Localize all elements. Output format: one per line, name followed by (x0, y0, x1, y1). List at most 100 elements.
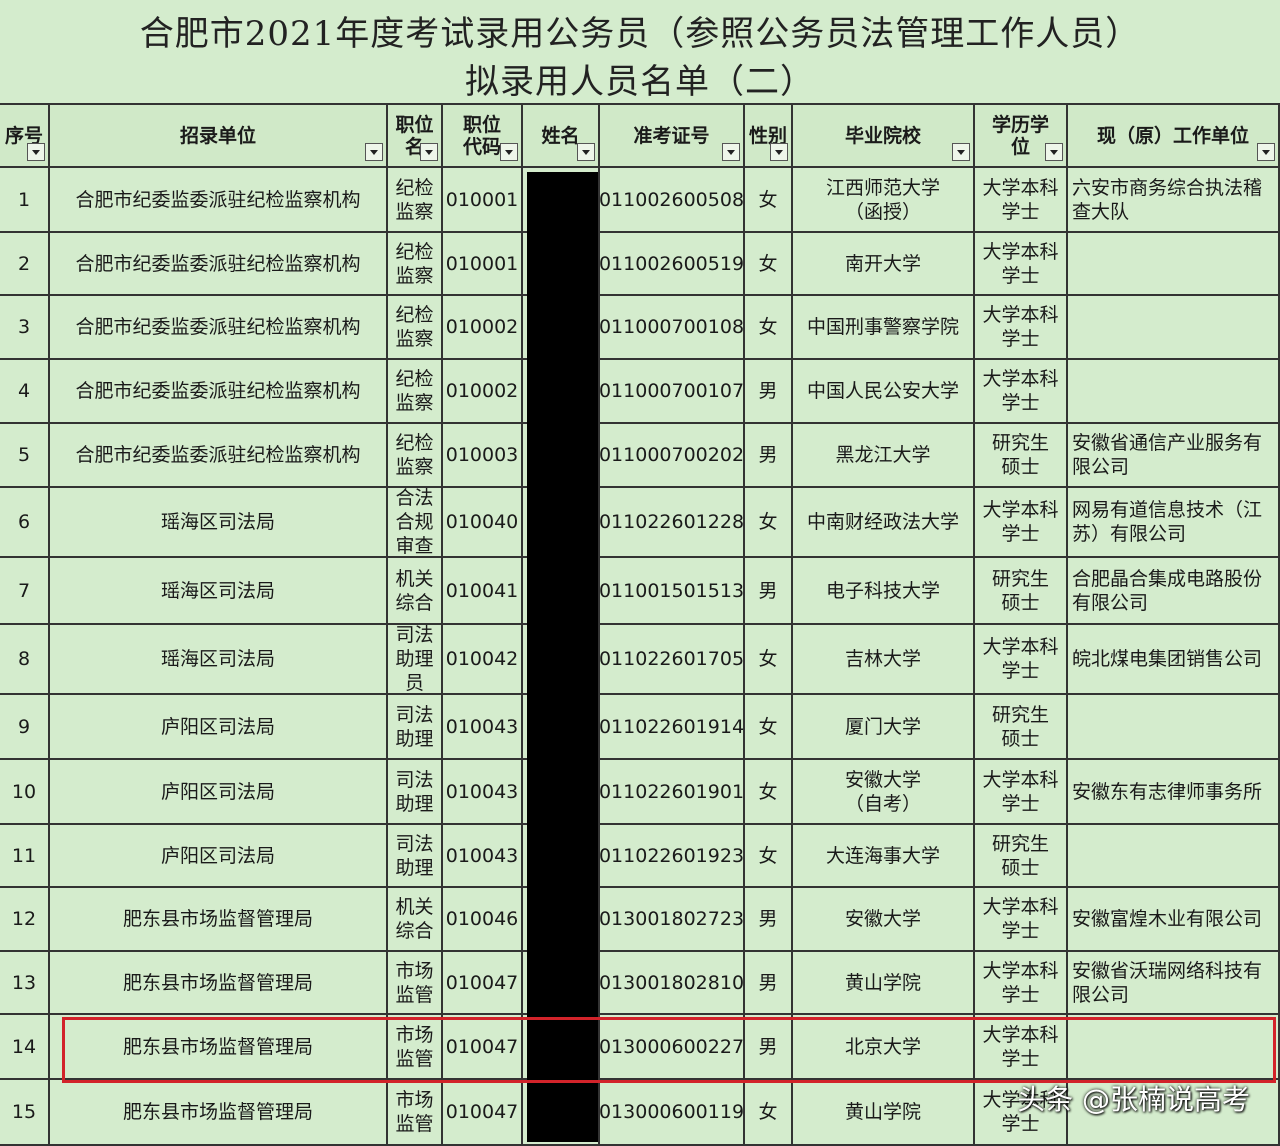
cell-code: 010043 (443, 825, 523, 888)
cell-gender: 女 (745, 233, 793, 296)
cell-post: 纪检 监察 (388, 233, 443, 296)
column-header[interactable]: 学历学 位 (975, 105, 1068, 168)
cell-degree: 研究生 硕士 (975, 695, 1068, 760)
cell-employer (1068, 1015, 1280, 1080)
cell-employer: 皖北煤电集团销售公司 (1068, 625, 1280, 695)
cell-post: 市场 监管 (388, 1080, 443, 1146)
column-header[interactable]: 序号 (0, 105, 50, 168)
title-line: 拟录用人员名单（二） (465, 62, 815, 102)
cell-degree: 大学本科 学士 (975, 760, 1068, 825)
cell-no: 10 (0, 760, 50, 825)
cell-gender: 男 (745, 558, 793, 625)
cell-school: 厦门大学 (793, 695, 975, 760)
cell-degree: 研究生 硕士 (975, 825, 1068, 888)
cell-school: 大连海事大学 (793, 825, 975, 888)
cell-exam-no: 011000700108 (600, 296, 745, 360)
cell-unit: 瑶海区司法局 (50, 558, 388, 625)
cell-school: 中国人民公安大学 (793, 360, 975, 424)
cell-unit: 合肥市纪委监委派驻纪检监察机构 (50, 424, 388, 488)
cell-unit: 肥东县市场监督管理局 (50, 952, 388, 1015)
cell-post: 司法 助理 (388, 760, 443, 825)
cell-gender: 女 (745, 695, 793, 760)
cell-gender: 男 (745, 1015, 793, 1080)
cell-exam-no: 011022601228 (600, 488, 745, 558)
cell-no: 11 (0, 825, 50, 888)
cell-no: 1 (0, 168, 50, 233)
cell-exam-no: 011002600519 (600, 233, 745, 296)
cell-gender: 男 (745, 360, 793, 424)
cell-no: 7 (0, 558, 50, 625)
cell-unit: 肥东县市场监督管理局 (50, 888, 388, 952)
cell-exam-no: 011022601923 (600, 825, 745, 888)
cell-school: 中南财经政法大学 (793, 488, 975, 558)
cell-school: 安徽大学 (793, 888, 975, 952)
cell-code: 010001 (443, 233, 523, 296)
cell-gender: 女 (745, 488, 793, 558)
cell-exam-no: 011001501513 (600, 558, 745, 625)
cell-employer: 安徽富煌木业有限公司 (1068, 888, 1280, 952)
cell-exam-no: 011022601901 (600, 760, 745, 825)
cell-gender: 女 (745, 825, 793, 888)
cell-degree: 研究生 硕士 (975, 558, 1068, 625)
cell-no: 2 (0, 233, 50, 296)
cell-code: 010047 (443, 1080, 523, 1146)
cell-no: 3 (0, 296, 50, 360)
column-header[interactable]: 职位 名 (388, 105, 443, 168)
cell-employer (1068, 360, 1280, 424)
watermark: 头条 @张楠说高考 (1017, 1083, 1250, 1116)
cell-gender: 女 (745, 760, 793, 825)
cell-unit: 肥东县市场监督管理局 (50, 1015, 388, 1080)
cell-school: 黑龙江大学 (793, 424, 975, 488)
cell-code: 010046 (443, 888, 523, 952)
cell-employer: 网易有道信息技术（江 苏）有限公司 (1068, 488, 1280, 558)
column-header[interactable]: 准考证号 (600, 105, 745, 168)
cell-code: 010002 (443, 360, 523, 424)
cell-no: 12 (0, 888, 50, 952)
cell-no: 8 (0, 625, 50, 695)
column-header[interactable]: 现（原）工作单位 (1068, 105, 1280, 168)
cell-degree: 大学本科 学士 (975, 296, 1068, 360)
cell-exam-no: 011022601705 (600, 625, 745, 695)
cell-post: 机关 综合 (388, 888, 443, 952)
cell-post: 机关 综合 (388, 558, 443, 625)
cell-post: 市场 监管 (388, 952, 443, 1015)
cell-unit: 合肥市纪委监委派驻纪检监察机构 (50, 233, 388, 296)
cell-post: 司法 助理 (388, 825, 443, 888)
cell-employer (1068, 296, 1280, 360)
cell-unit: 合肥市纪委监委派驻纪检监察机构 (50, 168, 388, 233)
cell-degree: 大学本科 学士 (975, 360, 1068, 424)
cell-no: 5 (0, 424, 50, 488)
cell-exam-no: 011000700107 (600, 360, 745, 424)
cell-degree: 大学本科 学士 (975, 1015, 1068, 1080)
cell-school: 安徽大学 （自考） (793, 760, 975, 825)
cell-post: 纪检 监察 (388, 296, 443, 360)
column-header[interactable]: 性别 (745, 105, 793, 168)
column-header[interactable]: 姓名 (523, 105, 600, 168)
cell-code: 010041 (443, 558, 523, 625)
cell-gender: 女 (745, 1080, 793, 1146)
cell-degree: 大学本科 学士 (975, 888, 1068, 952)
cell-degree: 大学本科 学士 (975, 952, 1068, 1015)
cell-no: 9 (0, 695, 50, 760)
cell-degree: 大学本科 学士 (975, 233, 1068, 296)
cell-gender: 女 (745, 168, 793, 233)
cell-gender: 男 (745, 952, 793, 1015)
cell-degree: 大学本科 学士 (975, 625, 1068, 695)
cell-school: 黄山学院 (793, 1080, 975, 1146)
cell-school: 吉林大学 (793, 625, 975, 695)
cell-code: 010003 (443, 424, 523, 488)
column-header[interactable]: 毕业院校 (793, 105, 975, 168)
cell-code: 010002 (443, 296, 523, 360)
cell-employer (1068, 825, 1280, 888)
column-header[interactable]: 招录单位 (50, 105, 388, 168)
cell-unit: 庐阳区司法局 (50, 760, 388, 825)
column-header[interactable]: 职位 代码 (443, 105, 523, 168)
cell-exam-no: 011022601914 (600, 695, 745, 760)
cell-employer: 安徽省沃瑞网络科技有 限公司 (1068, 952, 1280, 1015)
cell-gender: 女 (745, 625, 793, 695)
cell-exam-no: 011002600508 (600, 168, 745, 233)
cell-exam-no: 013001802810 (600, 952, 745, 1015)
highlight-box (62, 1017, 1276, 1083)
